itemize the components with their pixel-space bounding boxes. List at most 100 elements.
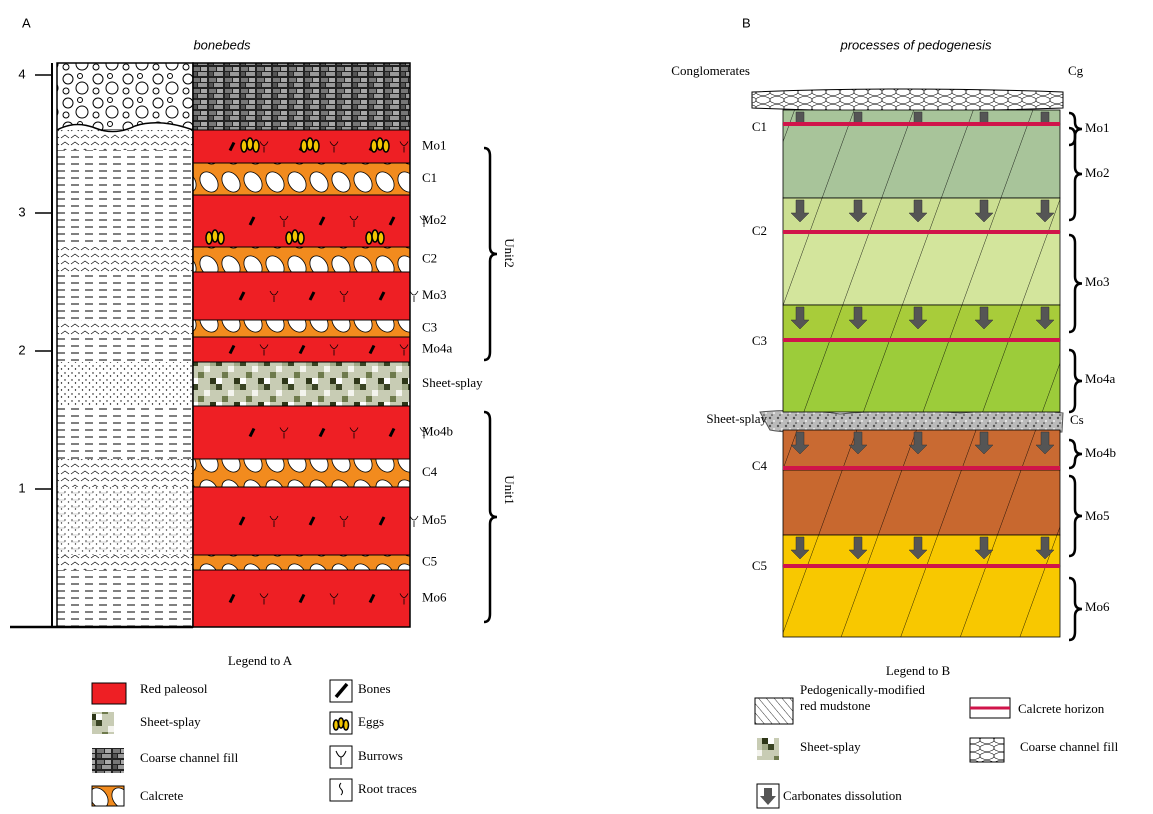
mudstone-litho	[57, 247, 193, 272]
burrow	[410, 516, 418, 527]
legend-label: Calcrete	[140, 788, 184, 803]
mudstone-hatch	[783, 470, 1060, 535]
legend-label: Coarse channel fill	[140, 750, 239, 765]
egg	[241, 140, 247, 152]
layer-label: Mo3	[422, 287, 447, 302]
layer-label: Mo3	[1085, 274, 1110, 289]
legend-label: Root traces	[358, 781, 417, 796]
legend-label: Burrows	[358, 748, 403, 763]
mudstone-hatch	[783, 232, 1060, 305]
layer-label: Mo4b	[1085, 445, 1116, 460]
layer-label: C5	[752, 558, 767, 573]
paleosol-layer	[193, 459, 410, 487]
egg	[218, 232, 224, 244]
layer-label: C4	[422, 464, 438, 479]
panel-title: bonebeds	[193, 37, 251, 52]
layer-label: Sheet-splay	[706, 411, 767, 426]
unit-label: Unit1	[502, 475, 517, 505]
legend-swatch	[92, 712, 114, 734]
legend-swatch	[92, 748, 124, 773]
egg	[372, 230, 378, 242]
brace	[1069, 235, 1082, 332]
mudstone-hatch	[783, 566, 1060, 637]
egg	[378, 232, 384, 244]
layer-label: Mo4a	[1085, 371, 1116, 386]
egg	[212, 230, 218, 242]
legend-label: Red paleosol	[140, 681, 208, 696]
paleosol-layer	[193, 272, 410, 320]
legend-label: Pedogenically-modified	[800, 682, 925, 697]
legend-label: Calcrete horizon	[1018, 701, 1105, 716]
layer-label: Mo6	[1085, 599, 1110, 614]
brace	[484, 412, 497, 622]
layer-label: Conglomerates	[671, 63, 750, 78]
egg	[253, 140, 259, 152]
legend-label: Carbonates dissolution	[783, 788, 902, 803]
brace	[1069, 128, 1082, 220]
egg	[377, 138, 383, 150]
brace	[1069, 440, 1082, 468]
layer-label: Sheet-splay	[422, 375, 483, 390]
layer-label: C3	[752, 333, 767, 348]
paleosol-layer	[193, 362, 410, 406]
paleosol-layer	[193, 406, 410, 459]
conglomerate-litho	[57, 63, 193, 130]
page: Abonebeds1234Mo1C1Mo2C2Mo3C3Mo4aSheet-sp…	[0, 0, 1153, 814]
layer-label: Cs	[1070, 412, 1084, 427]
egg	[301, 140, 307, 152]
paleosol-layer	[193, 320, 410, 337]
layer-label: C4	[752, 458, 768, 473]
layer-label: Mo5	[422, 512, 447, 527]
egg	[286, 232, 292, 244]
coarse-channel-fill	[193, 63, 410, 130]
legend-icon	[330, 779, 352, 801]
sandstone-litho	[57, 362, 193, 406]
layer-label: Mo1	[422, 137, 447, 152]
panel-label: A	[22, 15, 31, 30]
brace	[1069, 578, 1082, 640]
egg	[383, 140, 389, 152]
paleosol-layer	[193, 487, 410, 555]
legend-title: Legend to B	[886, 663, 951, 678]
layer-label: C1	[422, 170, 437, 185]
burrow	[410, 291, 418, 302]
mudstone-litho	[57, 130, 193, 150]
mudstone-hatch	[783, 124, 1060, 198]
egg-icon	[334, 718, 349, 730]
legend-swatch	[970, 738, 1004, 762]
panel-title: processes of pedogenesis	[839, 37, 992, 52]
depth-tick-label: 2	[18, 342, 25, 357]
egg	[206, 232, 212, 244]
unit-label: Unit2	[502, 238, 517, 268]
layer-label: Cg	[1068, 63, 1084, 78]
legend-title: Legend to A	[228, 653, 293, 668]
paleosol-layer	[193, 163, 410, 195]
layer-label: Mo5	[1085, 508, 1110, 523]
egg	[313, 140, 319, 152]
layer-label: Mo2	[1085, 165, 1110, 180]
legend-swatch	[92, 683, 126, 704]
egg	[371, 140, 377, 152]
brace	[1069, 476, 1082, 556]
egg	[298, 232, 304, 244]
legend-label: Coarse channel fill	[1020, 739, 1119, 754]
layer-label: C3	[422, 319, 437, 334]
panel-label: B	[742, 15, 751, 30]
brace	[1069, 350, 1082, 412]
paleosol-layer	[193, 247, 410, 272]
layer-label: C1	[752, 119, 767, 134]
layer-label: Mo1	[1085, 120, 1110, 135]
paleosol-layer	[193, 555, 410, 570]
legend-label: Eggs	[358, 714, 384, 729]
egg	[307, 138, 313, 150]
legend-swatch	[755, 698, 793, 724]
mudstone-litho	[57, 320, 193, 337]
brace	[484, 148, 497, 360]
layer-label: Mo6	[422, 589, 447, 604]
mudstone-litho	[57, 555, 193, 570]
conglomerate-bed	[752, 89, 1063, 111]
legend-label: Sheet-splay	[800, 739, 861, 754]
layer-label: C5	[422, 553, 437, 568]
mudstone-litho	[57, 459, 193, 487]
layer-label: C2	[422, 250, 437, 265]
